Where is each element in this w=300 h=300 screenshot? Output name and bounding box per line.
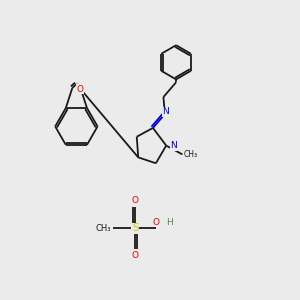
Text: CH₃: CH₃ xyxy=(95,224,111,232)
Text: CH₃: CH₃ xyxy=(184,150,198,159)
Text: O: O xyxy=(153,218,160,226)
Text: H: H xyxy=(167,218,173,226)
Text: N: N xyxy=(162,107,169,116)
Text: S: S xyxy=(132,223,139,233)
Text: O: O xyxy=(132,196,139,206)
Text: O: O xyxy=(132,250,139,260)
Text: O: O xyxy=(77,85,84,94)
Text: N: N xyxy=(170,141,177,150)
